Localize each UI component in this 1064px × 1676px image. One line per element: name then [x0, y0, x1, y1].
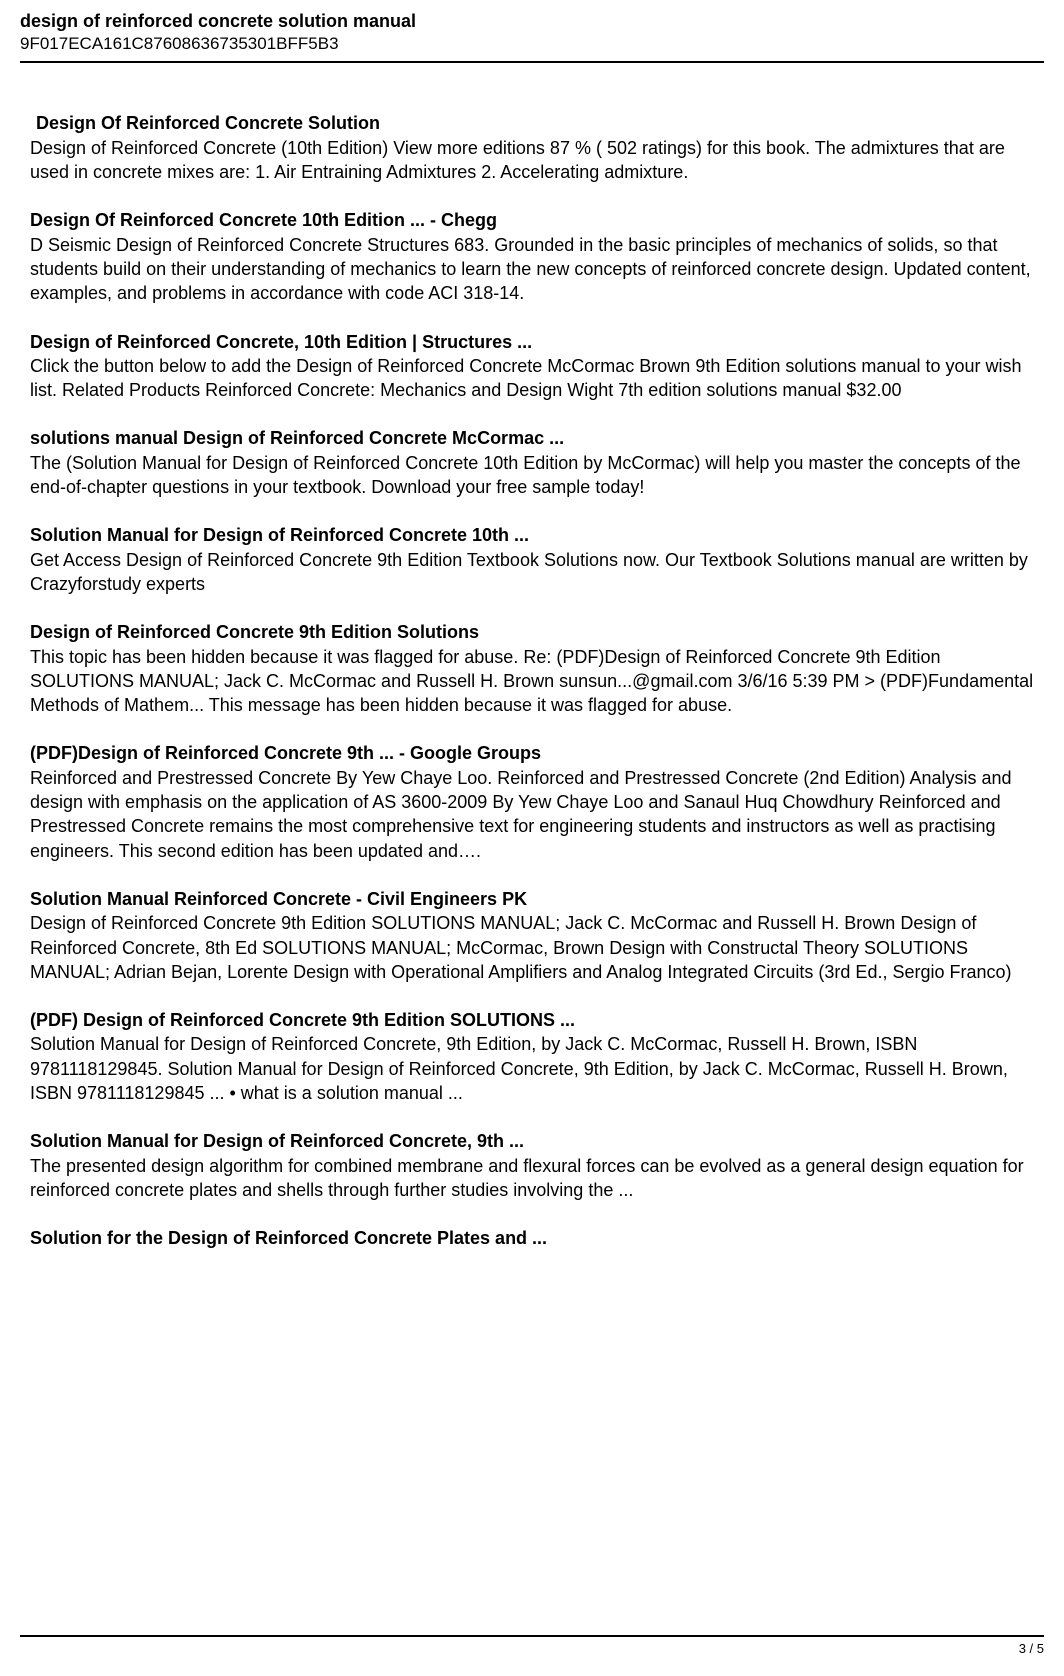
section-body: D Seismic Design of Reinforced Concrete … — [30, 233, 1034, 306]
section-body: Design of Reinforced Concrete 9th Editio… — [30, 911, 1034, 984]
section-heading: Solution Manual for Design of Reinforced… — [30, 523, 1034, 547]
section: Design Of Reinforced Concrete Solution D… — [30, 111, 1034, 184]
section-body: Get Access Design of Reinforced Concrete… — [30, 548, 1034, 597]
header-hash: 9F017ECA161C87608636735301BFF5B3 — [20, 33, 1044, 55]
section-body: The (Solution Manual for Design of Reinf… — [30, 451, 1034, 500]
section-body: Solution Manual for Design of Reinforced… — [30, 1032, 1034, 1105]
section-heading: Design Of Reinforced Concrete 10th Editi… — [30, 208, 1034, 232]
section-heading: Design of Reinforced Concrete 9th Editio… — [30, 620, 1034, 644]
section: Design of Reinforced Concrete, 10th Edit… — [30, 330, 1034, 403]
section-heading: (PDF)Design of Reinforced Concrete 9th .… — [30, 741, 1034, 765]
section-heading: solutions manual Design of Reinforced Co… — [30, 426, 1034, 450]
section-heading: (PDF) Design of Reinforced Concrete 9th … — [30, 1008, 1034, 1032]
section: (PDF)Design of Reinforced Concrete 9th .… — [30, 741, 1034, 862]
section: (PDF) Design of Reinforced Concrete 9th … — [30, 1008, 1034, 1105]
document-footer: 3 / 5 — [20, 1635, 1044, 1656]
section-heading: Design of Reinforced Concrete, 10th Edit… — [30, 330, 1034, 354]
document-header: design of reinforced concrete solution m… — [20, 10, 1044, 63]
section-heading: Design Of Reinforced Concrete Solution — [36, 111, 1034, 135]
section: Solution Manual Reinforced Concrete - Ci… — [30, 887, 1034, 984]
section-body: The presented design algorithm for combi… — [30, 1154, 1034, 1203]
section-body: Reinforced and Prestressed Concrete By Y… — [30, 766, 1034, 863]
header-title: design of reinforced concrete solution m… — [20, 10, 1044, 33]
section: Solution for the Design of Reinforced Co… — [30, 1226, 1034, 1250]
section: solutions manual Design of Reinforced Co… — [30, 426, 1034, 499]
page-number: 3 / 5 — [20, 1641, 1044, 1656]
section-body: Click the button below to add the Design… — [30, 354, 1034, 403]
section-body: This topic has been hidden because it wa… — [30, 645, 1034, 718]
section: Design of Reinforced Concrete 9th Editio… — [30, 620, 1034, 717]
section-heading: Solution Manual Reinforced Concrete - Ci… — [30, 887, 1034, 911]
section-heading: Solution for the Design of Reinforced Co… — [30, 1226, 1034, 1250]
section-body: Design of Reinforced Concrete (10th Edit… — [30, 136, 1034, 185]
document-page: design of reinforced concrete solution m… — [0, 0, 1064, 1250]
section-heading: Solution Manual for Design of Reinforced… — [30, 1129, 1034, 1153]
section: Design Of Reinforced Concrete 10th Editi… — [30, 208, 1034, 305]
section: Solution Manual for Design of Reinforced… — [30, 523, 1034, 596]
document-content: Design Of Reinforced Concrete Solution D… — [20, 63, 1044, 1250]
section: Solution Manual for Design of Reinforced… — [30, 1129, 1034, 1202]
footer-divider — [20, 1635, 1044, 1637]
